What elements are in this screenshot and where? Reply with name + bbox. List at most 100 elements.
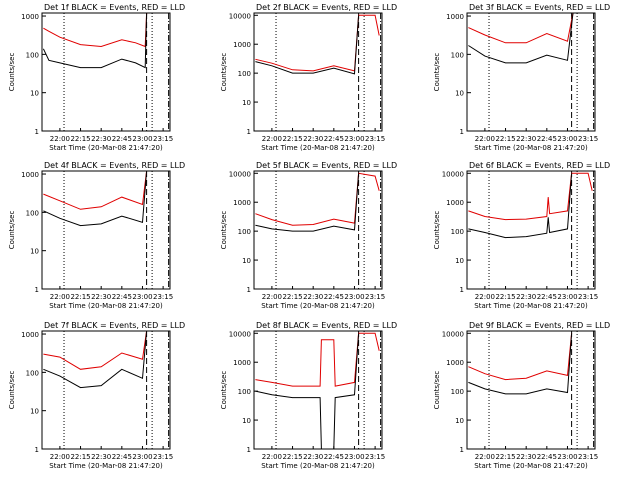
y-tick-label: 1000 [21, 171, 39, 179]
x-tick-label: 23:15 [365, 135, 385, 143]
x-axis-label: Start Time (20-Mar-08 21:47:20) [474, 462, 588, 470]
panel-9: Det 9f BLACK = Events, RED = LLD Counts/s… [433, 321, 610, 470]
x-tick-label: 23:00 [344, 453, 364, 461]
x-tick-label: 22:45 [537, 293, 557, 301]
series-events-line [43, 170, 148, 227]
x-tick-label: 23:15 [153, 293, 173, 301]
y-tick-label: 1 [35, 128, 39, 136]
y-axis-label: Counts/sec [220, 53, 228, 92]
x-tick-label: 22:45 [324, 135, 344, 143]
x-tick-label: 22:15 [70, 135, 90, 143]
y-tick-label: 1000 [233, 199, 251, 207]
series-lld-line [43, 12, 148, 48]
plot-frame [41, 170, 171, 290]
x-tick-label: 22:15 [495, 453, 515, 461]
x-tick-label: 22:15 [282, 293, 302, 301]
x-tick-label: 22:15 [495, 293, 515, 301]
series-events-line [255, 173, 360, 232]
y-tick-label: 100 [238, 388, 251, 396]
x-tick-label: 22:30 [303, 135, 323, 143]
series-lld-line [468, 172, 593, 221]
plot-frame [41, 12, 171, 132]
x-tick-label: 22:00 [262, 293, 282, 301]
panel-title: Det 4f BLACK = Events, RED = LLD [44, 161, 185, 170]
plot-frame [253, 12, 383, 132]
y-axis-label: Counts/sec [433, 211, 441, 250]
panel-title: Det 2f BLACK = Events, RED = LLD [256, 3, 397, 12]
y-tick-label: 1000 [446, 13, 464, 21]
y-tick-label: 1000 [233, 359, 251, 367]
panel-title: Det 5f BLACK = Events, RED = LLD [256, 161, 397, 170]
x-tick-label: 23:00 [557, 453, 577, 461]
y-tick-label: 1000 [446, 199, 464, 207]
plot-frame [253, 330, 383, 450]
x-tick-label: 22:30 [303, 293, 323, 301]
x-axis-label: Start Time (20-Mar-08 21:47:20) [474, 302, 588, 310]
plot-frame [466, 330, 596, 450]
y-axis-label: Counts/sec [8, 211, 16, 250]
x-tick-label: 23:00 [344, 135, 364, 143]
y-tick-label: 10000 [442, 330, 464, 338]
x-axis-label: Start Time (20-Mar-08 21:47:20) [474, 144, 588, 152]
series-events-line [468, 173, 573, 239]
plot-frame [41, 330, 171, 450]
y-tick-label: 10 [30, 408, 39, 416]
y-tick-label: 100 [26, 51, 39, 59]
x-tick-label: 22:00 [475, 135, 495, 143]
y-tick-label: 100 [451, 228, 464, 236]
x-tick-label: 22:30 [516, 293, 536, 301]
series-events-line [255, 15, 360, 75]
y-tick-label: 1000 [21, 331, 39, 339]
y-tick-label: 1 [460, 128, 464, 136]
x-tick-label: 23:15 [578, 453, 598, 461]
y-tick-label: 100 [238, 70, 251, 78]
plot-frame [466, 12, 596, 132]
series-events-line [43, 330, 148, 389]
x-axis-label: Start Time (20-Mar-08 21:47:20) [49, 302, 163, 310]
x-tick-label: 22:15 [495, 135, 515, 143]
x-tick-label: 22:15 [70, 453, 90, 461]
series-events-line [468, 12, 574, 64]
y-tick-label: 100 [451, 388, 464, 396]
y-axis-label: Counts/sec [433, 53, 441, 92]
panel-1: Det 1f BLACK = Events, RED = LLD Counts/s… [8, 3, 185, 152]
panel-title: Det 3f BLACK = Events, RED = LLD [469, 3, 610, 12]
y-tick-label: 100 [26, 369, 39, 377]
x-tick-label: 22:15 [282, 135, 302, 143]
x-tick-label: 23:00 [557, 135, 577, 143]
x-tick-label: 22:30 [91, 293, 111, 301]
y-tick-label: 1000 [21, 13, 39, 21]
x-tick-label: 23:00 [557, 293, 577, 301]
x-axis-label: Start Time (20-Mar-08 21:47:20) [49, 144, 163, 152]
x-tick-label: 22:30 [91, 453, 111, 461]
x-tick-label: 22:30 [91, 135, 111, 143]
series-lld-line [43, 170, 148, 210]
x-tick-label: 23:00 [132, 135, 152, 143]
panel-7: Det 7f BLACK = Events, RED = LLD Counts/s… [8, 321, 185, 470]
plot-frame [466, 170, 596, 290]
series-lld-line [255, 172, 380, 226]
x-tick-label: 22:45 [112, 135, 132, 143]
y-tick-label: 1000 [446, 359, 464, 367]
x-tick-label: 22:00 [262, 453, 282, 461]
x-tick-label: 22:45 [537, 135, 557, 143]
x-tick-label: 22:00 [475, 453, 495, 461]
x-tick-label: 23:15 [153, 135, 173, 143]
x-tick-label: 22:45 [324, 293, 344, 301]
x-tick-label: 22:15 [70, 293, 90, 301]
panel-title: Det 6f BLACK = Events, RED = LLD [469, 161, 610, 170]
y-tick-label: 10000 [442, 170, 464, 178]
x-tick-label: 22:00 [50, 453, 70, 461]
y-tick-label: 100 [238, 228, 251, 236]
series-lld-line [468, 333, 573, 381]
panel-title: Det 7f BLACK = Events, RED = LLD [44, 321, 185, 330]
series-events-line [255, 333, 360, 450]
x-tick-label: 22:15 [282, 453, 302, 461]
series-events-line [42, 12, 148, 69]
y-axis-label: Counts/sec [220, 211, 228, 250]
y-tick-label: 10 [455, 257, 464, 265]
x-axis-label: Start Time (20-Mar-08 21:47:20) [49, 462, 163, 470]
y-tick-label: 10000 [229, 170, 251, 178]
panel-5: Det 5f BLACK = Events, RED = LLD Counts/s… [220, 161, 397, 310]
